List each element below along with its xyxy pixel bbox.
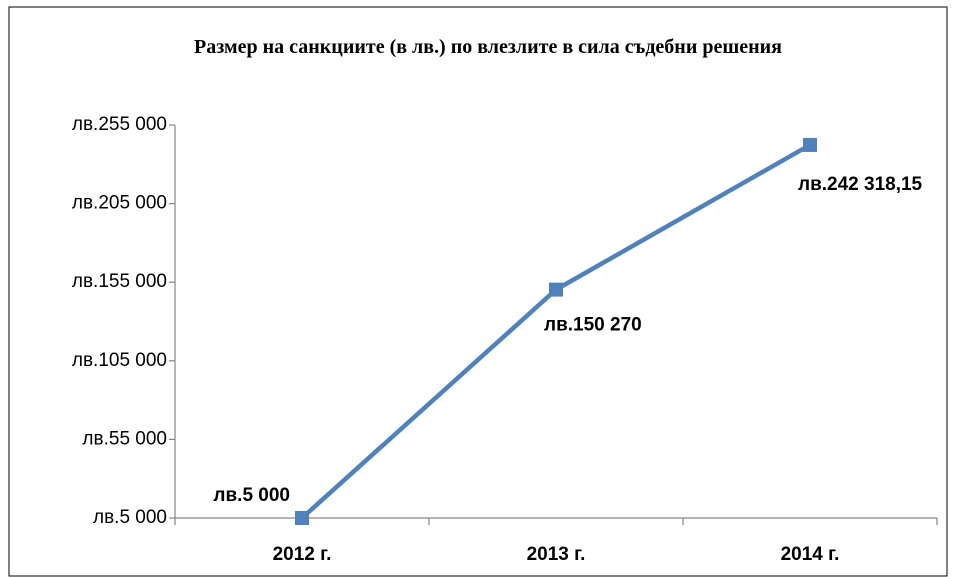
y-tick-label: лв.255 000 <box>72 114 167 135</box>
y-tick-label: лв.205 000 <box>72 193 167 214</box>
y-tick-label: лв.5 000 <box>93 507 167 528</box>
marker <box>295 511 309 525</box>
y-tick-label: лв.105 000 <box>72 350 167 371</box>
data-label: лв.5 000 <box>213 485 290 506</box>
data-label: лв.242 318,15 <box>798 174 923 195</box>
y-tick-label: лв.55 000 <box>82 428 167 449</box>
data-label: лв.150 270 <box>544 315 642 336</box>
chart-title: Размер на санкциите (в лв.) по влезлите … <box>194 36 782 58</box>
x-tick-label: 2013 г. <box>527 544 586 565</box>
chart-border <box>8 6 948 577</box>
marker <box>803 137 817 152</box>
x-tick-label: 2014 г. <box>781 544 840 565</box>
x-tick-label: 2012 г. <box>273 544 332 565</box>
y-tick-label: лв.155 000 <box>72 271 167 292</box>
marker <box>549 282 563 297</box>
